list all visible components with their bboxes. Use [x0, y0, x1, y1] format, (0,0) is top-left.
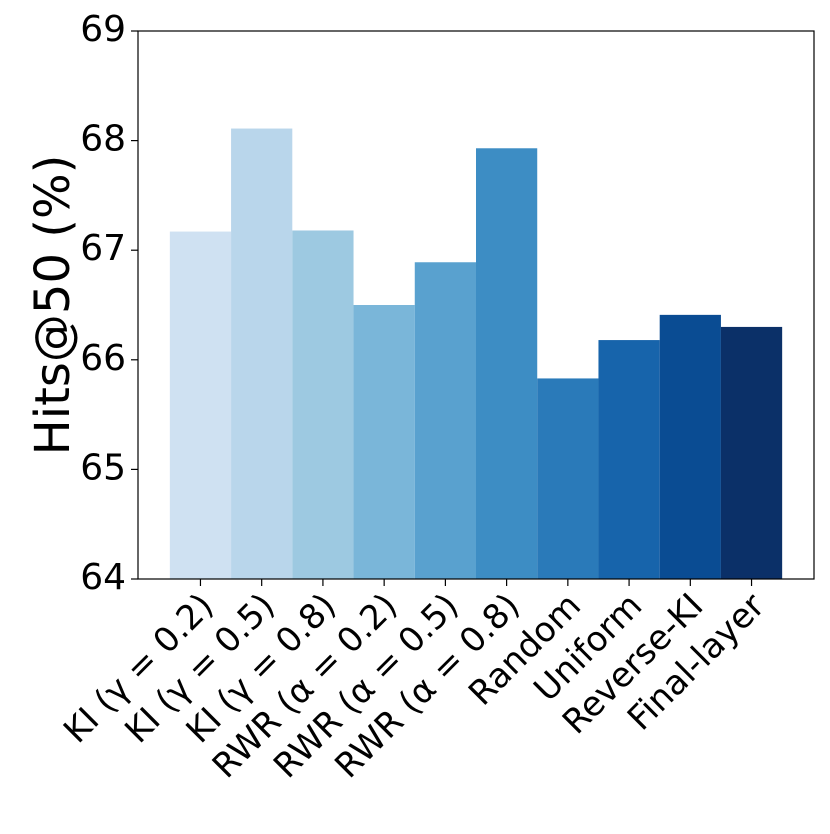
- y-tick-label: 69: [80, 9, 126, 50]
- bar: [169, 231, 232, 579]
- bar: [537, 378, 599, 579]
- bar: [659, 314, 721, 579]
- y-tick-label: 64: [80, 557, 126, 598]
- y-tick-label: 67: [80, 228, 126, 269]
- y-tick-label: 66: [80, 338, 126, 379]
- bar: [231, 128, 293, 579]
- bar: [414, 262, 476, 579]
- y-axis-label: Hits@50 (%): [25, 155, 81, 456]
- bar: [476, 148, 538, 579]
- plot-frame: [137, 30, 815, 580]
- y-tick-label: 65: [80, 447, 126, 488]
- bar: [598, 340, 660, 579]
- bar: [353, 305, 415, 579]
- bar: [292, 230, 354, 580]
- bar: [720, 326, 783, 579]
- y-tick-label: 68: [80, 119, 126, 160]
